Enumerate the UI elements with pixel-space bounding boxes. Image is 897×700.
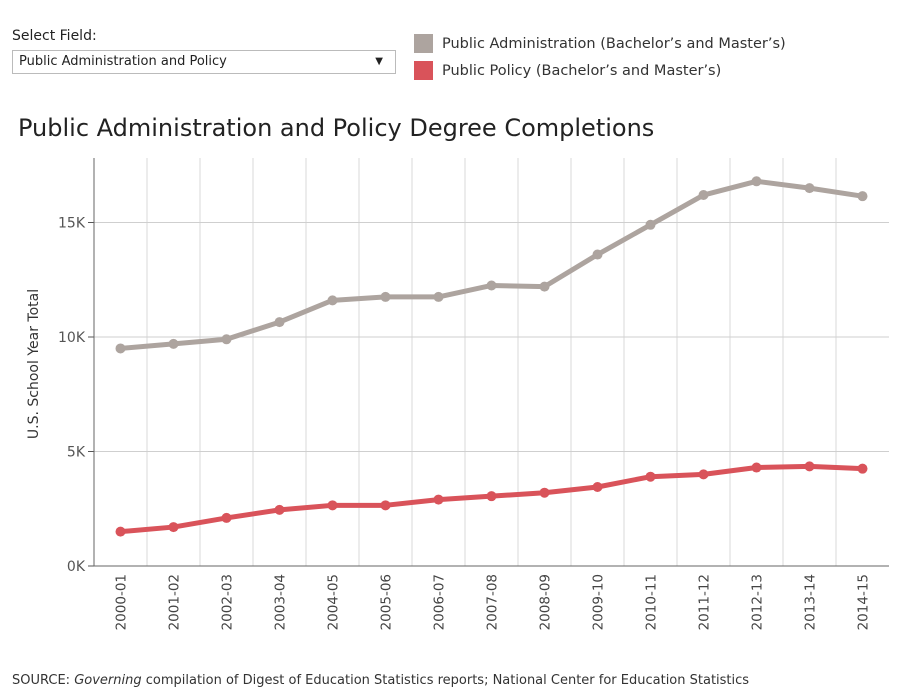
legend-item-public-administration[interactable]: Public Administration (Bachelor’s and Ma… bbox=[414, 30, 786, 57]
data-point bbox=[274, 504, 285, 515]
data-point bbox=[380, 500, 391, 511]
source-italic: Governing bbox=[74, 673, 142, 688]
x-tick-label: 2001-02 bbox=[167, 574, 183, 630]
data-point bbox=[115, 343, 126, 354]
x-tick-label: 2012-13 bbox=[750, 574, 766, 630]
y-tick-label: 15K bbox=[58, 216, 86, 232]
legend-item-public-policy[interactable]: Public Policy (Bachelor’s and Master’s) bbox=[414, 57, 786, 84]
data-point bbox=[698, 190, 709, 201]
data-point bbox=[168, 522, 179, 533]
x-tick-label: 2008-09 bbox=[538, 574, 554, 630]
data-point bbox=[804, 461, 815, 472]
x-tick-label: 2000-01 bbox=[114, 574, 130, 630]
source-note: SOURCE: Governing compilation of Digest … bbox=[12, 673, 749, 688]
legend-label-public-policy: Public Policy (Bachelor’s and Master’s) bbox=[442, 62, 722, 79]
data-point bbox=[168, 338, 179, 349]
x-tick-label: 2013-14 bbox=[803, 574, 819, 630]
y-tick-label: 10K bbox=[58, 330, 86, 346]
data-point bbox=[751, 176, 762, 187]
data-point bbox=[433, 291, 444, 302]
series bbox=[115, 176, 868, 537]
chart-title: Public Administration and Policy Degree … bbox=[18, 114, 655, 142]
legend-swatch-public-administration bbox=[414, 34, 433, 53]
grid bbox=[94, 158, 889, 566]
legend-label-public-administration: Public Administration (Bachelor’s and Ma… bbox=[442, 35, 786, 52]
legend: Public Administration (Bachelor’s and Ma… bbox=[414, 30, 786, 84]
data-point bbox=[645, 219, 656, 230]
data-point bbox=[380, 291, 391, 302]
data-point bbox=[592, 481, 603, 492]
x-tick-label: 2002-03 bbox=[220, 574, 236, 630]
data-point bbox=[274, 317, 285, 328]
y-axis-title: U.S. School Year Total bbox=[26, 289, 42, 439]
data-point bbox=[539, 281, 550, 292]
data-point bbox=[221, 512, 232, 523]
data-point bbox=[115, 526, 126, 537]
filter-label: Select Field: bbox=[12, 28, 97, 44]
data-point bbox=[327, 500, 338, 511]
axes bbox=[88, 158, 889, 567]
x-tick-label: 2010-11 bbox=[644, 574, 660, 630]
data-point bbox=[751, 462, 762, 473]
y-tick-label: 0K bbox=[67, 559, 86, 575]
tick-labels: 0K 5K 10K 15K U.S. School Year Total 2000-01 2… bbox=[26, 216, 872, 631]
x-tick-label: 2004-05 bbox=[326, 574, 342, 630]
x-tick-label: 2003-04 bbox=[273, 574, 289, 630]
source-prefix: SOURCE: bbox=[12, 673, 75, 688]
series-line-0 bbox=[118, 178, 865, 351]
data-point bbox=[486, 280, 497, 291]
data-point bbox=[645, 471, 656, 482]
data-point bbox=[592, 249, 603, 260]
legend-swatch-public-policy bbox=[414, 61, 433, 80]
data-point bbox=[327, 295, 338, 306]
data-point bbox=[698, 469, 709, 480]
x-tick-label: 2006-07 bbox=[432, 574, 448, 630]
chevron-down-icon[interactable]: ▼ bbox=[375, 56, 383, 67]
field-select-value: Public Administration and Policy bbox=[19, 54, 227, 69]
x-tick-label: 2007-08 bbox=[485, 574, 501, 630]
data-point bbox=[433, 494, 444, 505]
y-tick-label: 5K bbox=[67, 445, 86, 461]
data-point bbox=[857, 463, 868, 474]
field-select[interactable]: Public Administration and Policy ▼ bbox=[12, 50, 396, 74]
source-rest: compilation of Digest of Education Stati… bbox=[141, 673, 750, 688]
data-point bbox=[857, 191, 868, 202]
data-point bbox=[539, 487, 550, 498]
data-point bbox=[486, 491, 497, 502]
x-tick-label: 2005-06 bbox=[379, 574, 395, 630]
data-point bbox=[804, 183, 815, 194]
x-tick-label: 2011-12 bbox=[697, 574, 713, 630]
data-point bbox=[221, 334, 232, 345]
x-tick-label: 2009-10 bbox=[591, 574, 607, 630]
x-tick-label: 2014-15 bbox=[856, 574, 872, 630]
